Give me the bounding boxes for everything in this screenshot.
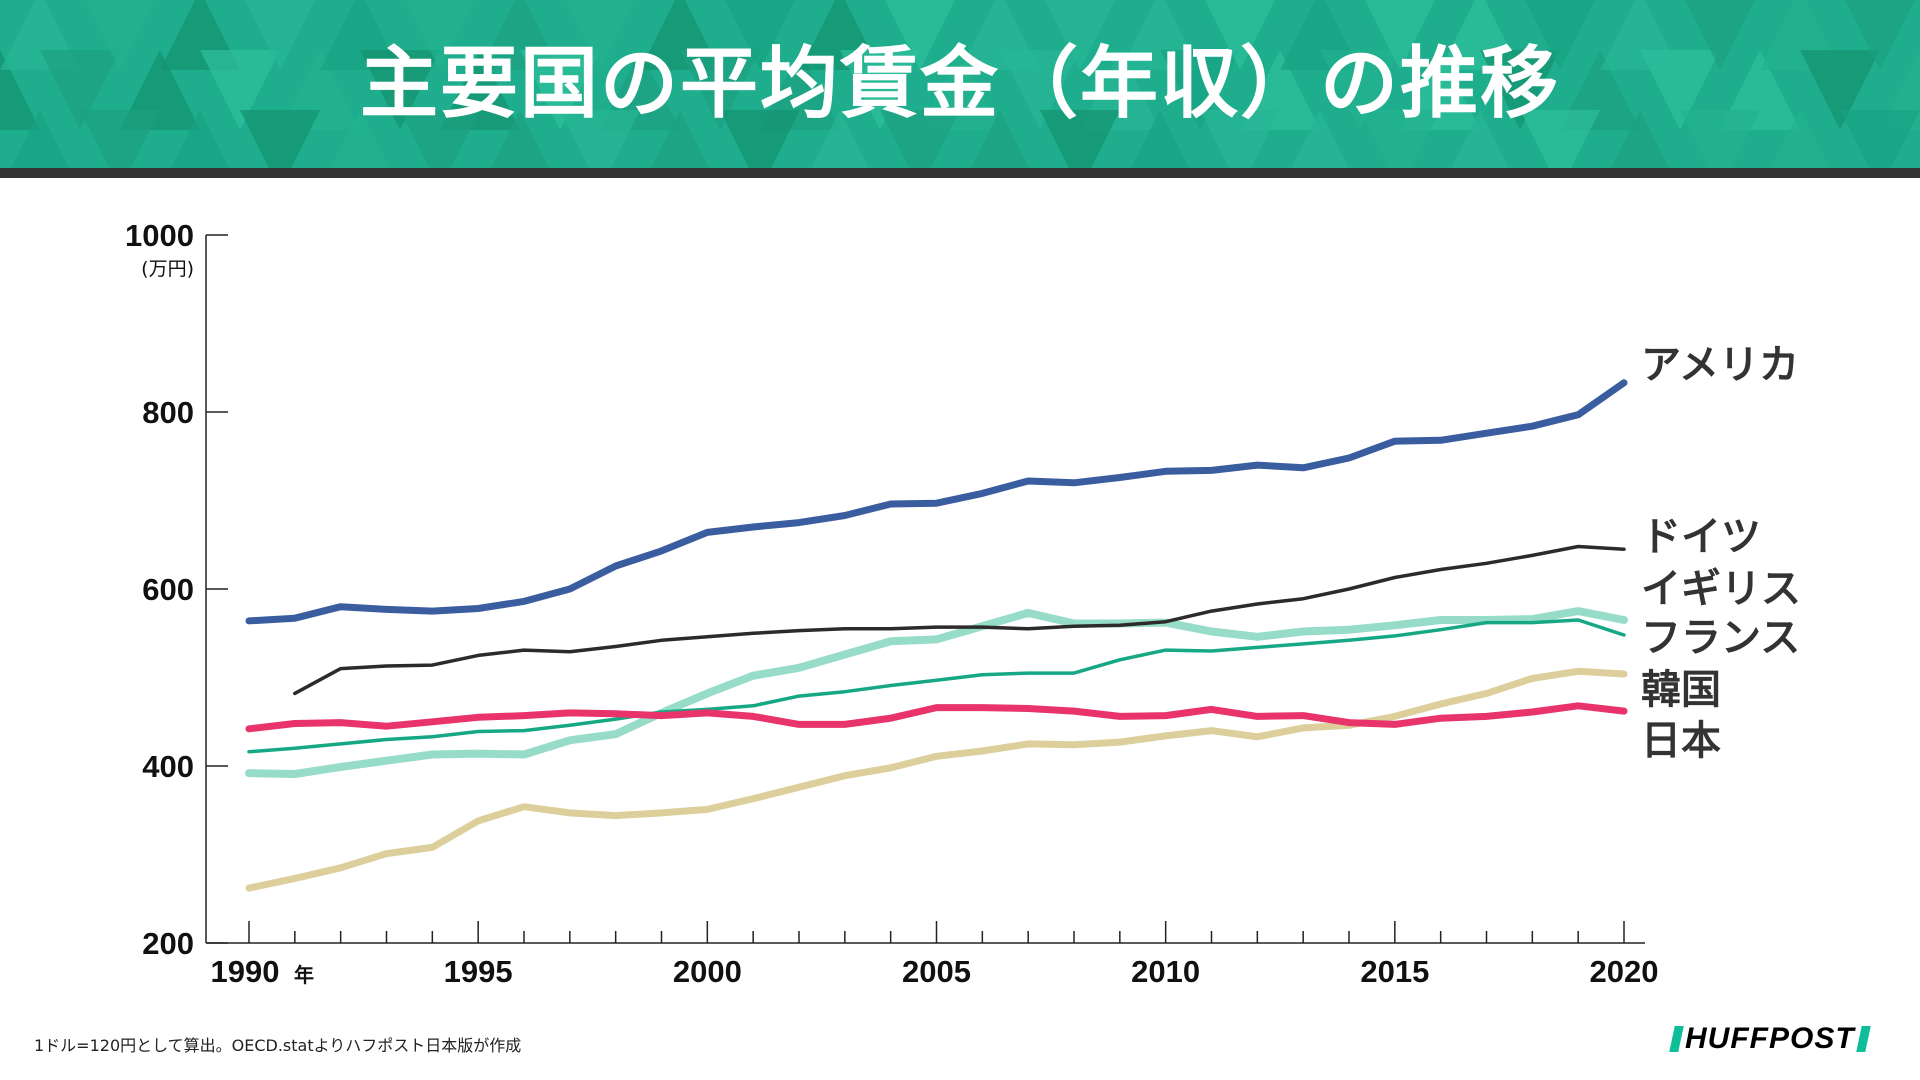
header-triangle [1160,50,1240,130]
header-triangle [1680,110,1760,168]
header-triangle [725,0,795,70]
header-triangle [85,0,155,70]
y-tick-label: 800 [142,395,194,430]
header-triangle [1131,110,1189,168]
header-triangle [651,110,709,168]
huffpost-logo: HUFFPOST [1668,1022,1872,1055]
series-label: 日本 [1641,718,1721,764]
header-triangle [1360,110,1440,168]
header-triangle [1365,0,1435,70]
series-label: フランス [1641,615,1800,661]
header-divider [0,168,1920,178]
x-tick-label: 2000 [673,954,742,989]
x-tick-label: 2005 [902,954,971,989]
header-banner: 主要国の平均賃金（年収）の推移 [0,0,1920,168]
header-triangle [1480,50,1560,130]
y-tick-label: 1000 [125,218,194,253]
x-tick-label: 1995 [444,954,513,989]
header-triangle [811,110,869,168]
source-note: 1ドル=120円として算出。OECD.statよりハフポスト日本版が作成 [34,1036,522,1055]
header-triangle [1291,110,1349,168]
header-triangle [1800,50,1880,130]
header-triangle [1845,0,1915,70]
y-tick-label: 400 [142,749,194,784]
header-triangle [885,0,955,70]
series-line-1 [293,544,1626,696]
header-triangle [565,0,635,70]
series-line-5 [245,702,1628,733]
series-line-0 [245,379,1628,625]
header-triangle [1205,0,1275,70]
page-title: 主要国の平均賃金（年収）の推移 [359,39,1560,129]
header-triangle [971,110,1029,168]
series-label: イギリス [1641,566,1801,612]
series-line-2 [245,607,1628,778]
series-line-3 [247,618,1626,754]
header-triangle [1640,50,1720,130]
header-triangle [720,110,800,168]
header-triangle [11,110,69,168]
triangle-pattern [0,0,1920,168]
header-triangle [560,110,640,168]
header-triangle [1000,50,1080,130]
header-triangle [1045,0,1115,70]
logo-text: HUFFPOST [1685,1022,1855,1055]
header-triangle [40,50,120,130]
y-tick-label: 200 [142,926,194,961]
header-triangle [331,110,389,168]
header-triangle [1525,0,1595,70]
x-unit-label: 年 [294,963,314,987]
header-triangle [240,110,320,168]
header-triangle [1685,0,1755,70]
header-triangle [360,50,440,130]
x-tick-label: 1990 [211,954,280,989]
header-triangle [520,50,600,130]
header-triangle [405,0,475,70]
header-triangle [680,50,760,130]
header-triangle [1040,110,1120,168]
logo-bar-left [1669,1026,1684,1052]
header-triangle [1520,110,1600,168]
x-tick-label: 2015 [1360,954,1429,989]
series-label: 韓国 [1641,667,1721,713]
logo-bar-right [1855,1026,1871,1052]
header-triangle [1840,110,1920,168]
header-triangle [171,110,229,168]
header-triangle [840,50,920,130]
header-triangle [880,110,960,168]
header-triangle [1200,110,1280,168]
header-triangle [200,50,280,130]
x-tick-label: 2020 [1590,954,1659,989]
header-triangle [1451,110,1509,168]
header-triangle [80,110,160,168]
header-triangle [1611,110,1669,168]
header-triangle [1771,110,1829,168]
y-unit-label: (万円) [141,258,194,280]
x-tick-label: 2010 [1131,954,1200,989]
series-label: アメリカ [1641,342,1799,388]
header-triangle [245,0,315,70]
header-triangle [1320,50,1400,130]
header-triangle [400,110,480,168]
series-line-4 [245,667,1628,892]
header-triangle [491,110,549,168]
series-label: ドイツ [1641,514,1761,560]
y-tick-label: 600 [142,572,194,607]
